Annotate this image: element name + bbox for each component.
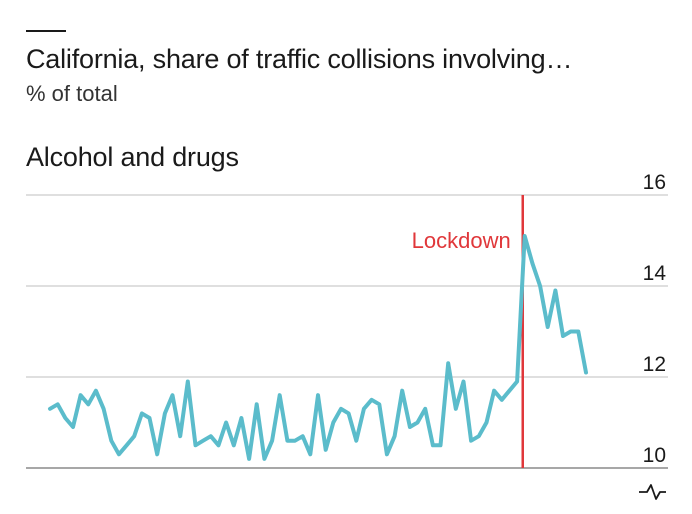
y-tick-label: 16 <box>643 171 666 194</box>
series-line-alcohol-drugs <box>48 234 588 461</box>
y-tick-label: 14 <box>643 262 667 285</box>
axis-break-icon <box>639 484 666 500</box>
chart-title: California, share of traffic collisions … <box>26 44 573 74</box>
y-tick-label: 12 <box>643 353 666 376</box>
axis-break-icon-path <box>639 484 666 500</box>
gridlines <box>26 194 668 469</box>
lockdown-label: Lockdown <box>412 228 511 253</box>
panel-title: Alcohol and drugs <box>26 142 239 172</box>
chart-subtitle: % of total <box>26 81 118 106</box>
y-tick-label: 10 <box>643 444 666 467</box>
title-rule <box>26 30 66 32</box>
y-axis-ticks: 10 12 14 16 <box>643 171 667 467</box>
